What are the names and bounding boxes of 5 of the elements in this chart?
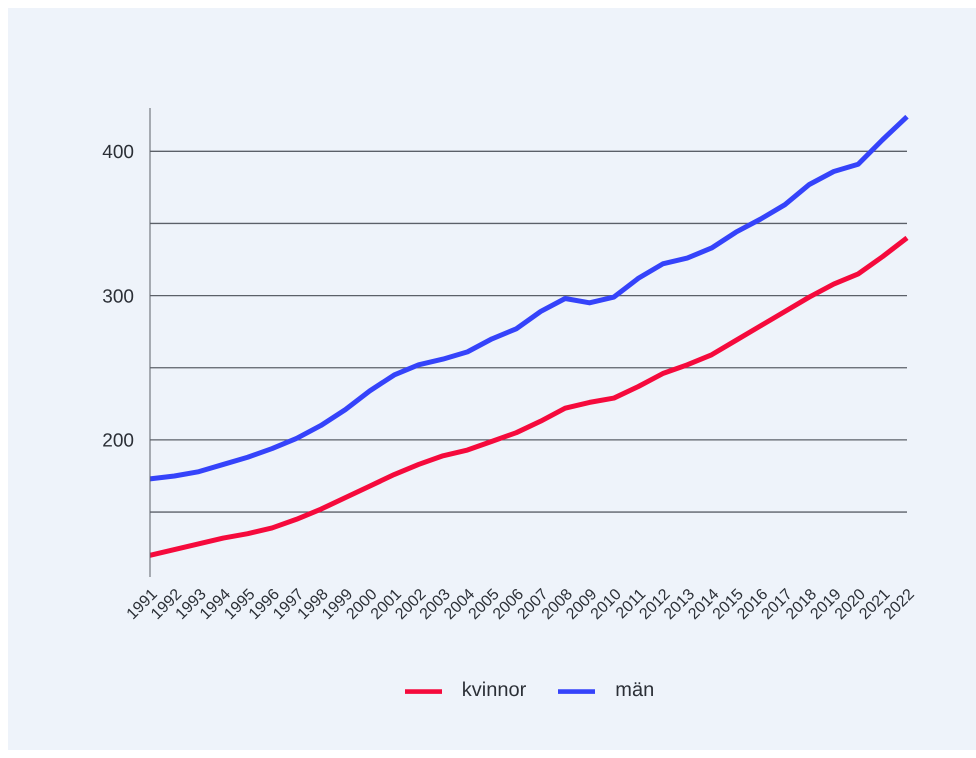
y-tick-label: 200 — [102, 430, 134, 452]
y-tick-label: 300 — [102, 286, 134, 308]
y-tick-label: 400 — [102, 142, 134, 164]
legend-label: män — [615, 678, 654, 701]
legend-label: kvinnor — [462, 678, 526, 701]
